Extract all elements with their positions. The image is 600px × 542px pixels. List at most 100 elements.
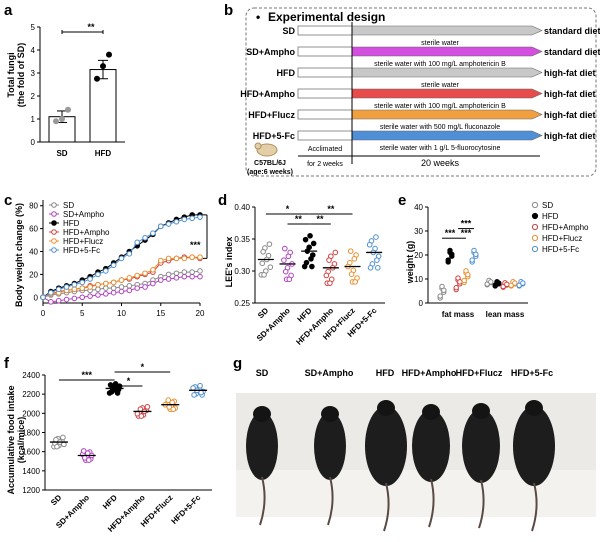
panel-c-legend-label: HFD+Flucz	[63, 237, 103, 246]
panel-c-point	[142, 270, 148, 277]
panel-e-legend-label: SD	[542, 201, 553, 210]
panel-e-legend-label: HFD+5-Fc	[542, 245, 579, 254]
panel-a-bar	[89, 69, 117, 143]
panel-c-point	[150, 267, 156, 273]
panel-c-point	[71, 286, 78, 293]
panel-c-point	[71, 281, 78, 288]
panel-c-point	[181, 216, 188, 223]
panel-c-point	[87, 284, 93, 290]
design-group-label: HFD+5-Fc	[253, 131, 295, 141]
panel-c-ytick-label: 20	[29, 270, 38, 279]
panel-a-chart: Total fungi (the fold of SD) ** 0 1 2 3 4 5 SD…	[6, 22, 125, 158]
panel-f-chart: Accumulative food intake (kcal/mice) 120…	[6, 362, 212, 534]
panel-c-sig: ***	[190, 240, 201, 250]
panel-d-sig-label: *	[286, 204, 290, 214]
panel-d-point	[351, 256, 358, 262]
panel-d-point	[261, 272, 267, 278]
design-treatment-label: sterile water with 500 mg/L fluconazole	[380, 124, 500, 131]
panel-c-point	[126, 283, 133, 289]
panel-e-point	[461, 277, 467, 284]
design-treatment-label: sterile water with 100 mg/L amphotericin…	[374, 103, 506, 110]
panel-c-point	[95, 271, 101, 278]
panel-f-ytick-label: 1800	[22, 429, 40, 438]
design-treatment-arrow	[351, 25, 543, 36]
panel-e-legend-marker	[531, 234, 539, 242]
panel-b-design: • Experimental design SD standard diet ste…	[240, 7, 600, 177]
panel-c-xtick-label: 5	[80, 309, 85, 318]
panel-e-legend-label: HFD+Ampho	[542, 223, 589, 232]
panel-c-legend-marker	[51, 211, 57, 217]
panel-c-point	[150, 230, 156, 236]
panel-label-a: a	[4, 2, 13, 19]
panel-e-point	[469, 257, 475, 263]
panel-e-legend-marker	[531, 223, 539, 231]
design-acclimation-bar	[297, 109, 353, 120]
panel-f-ylabel-2: (kcal/mice)	[16, 417, 26, 464]
panel-e-point	[520, 280, 526, 286]
panel-c-legend-marker	[51, 202, 57, 208]
panel-c-xtick-label: 20	[196, 309, 205, 318]
panel-d-point	[374, 265, 381, 271]
mouse-photo-tail	[383, 482, 390, 532]
panel-d-point	[301, 263, 308, 270]
panel-d-point	[285, 253, 292, 260]
panel-c-point	[118, 255, 125, 262]
panel-d-ytick-label: 0.40	[234, 203, 250, 212]
panel-e-point	[465, 271, 471, 278]
panel-a-point	[106, 51, 112, 58]
panel-label-f: f	[4, 355, 10, 372]
panel-f-point	[80, 448, 87, 454]
panel-e-point	[445, 257, 451, 263]
panel-f-point	[54, 443, 60, 450]
panel-a-ytick-label: 3	[31, 69, 36, 78]
panel-d-point	[352, 279, 359, 285]
design-diet-label: high-fat diet	[544, 89, 596, 99]
panel-c-point	[95, 292, 101, 298]
mouse-photo-head	[377, 400, 395, 416]
panel-c-point	[165, 221, 172, 227]
panel-c-point	[165, 271, 172, 278]
panel-c-point	[87, 276, 93, 282]
panel-d-point	[323, 272, 330, 279]
panel-c-point	[55, 286, 62, 293]
panel-d-point	[308, 256, 314, 262]
design-group-label: HFD+Flucz	[248, 110, 295, 120]
panel-f-xtick-label: HFD+5-Fc	[170, 493, 203, 526]
panel-c-point	[110, 289, 117, 296]
panel-c-point	[126, 250, 133, 257]
panel-c-point	[189, 254, 195, 261]
panel-d-ytick-label: 0.30	[234, 267, 250, 276]
panel-f-point	[197, 382, 203, 389]
panel-a-ytick-label: 2	[31, 92, 36, 101]
panel-c-point	[48, 299, 54, 305]
mouse-photo-head	[253, 406, 271, 422]
design-diet-label: standard diet	[544, 26, 600, 36]
panel-c-point	[110, 285, 117, 291]
panel-e-point	[457, 279, 463, 285]
panel-f-point	[144, 404, 151, 410]
design-bullet: •	[256, 10, 260, 24]
panel-f-xtick-label: SD	[49, 493, 63, 507]
panel-d-point	[302, 236, 309, 243]
panel-c-point	[110, 279, 117, 286]
panel-d-sig-label: **	[316, 214, 324, 224]
photo-group-label: HFD+Flucz	[456, 368, 503, 378]
panel-c-point	[79, 294, 86, 301]
panel-a-point	[59, 116, 65, 122]
panel-e-legend-label: HFD	[542, 212, 559, 221]
panel-c-point	[197, 214, 203, 220]
panel-a-xtick-label: HFD	[95, 149, 112, 158]
design-treatment-arrow	[351, 88, 543, 99]
panel-d-point	[260, 249, 266, 255]
panel-label-c: c	[4, 192, 12, 209]
panel-c-point	[71, 295, 78, 302]
design-diet-label: high-fat diet	[544, 110, 596, 120]
design-treatment-label: sterile water with 100 mg/L amphotericin…	[374, 61, 506, 68]
panel-c-point	[181, 255, 188, 262]
panel-e-legend-marker	[531, 245, 539, 253]
panel-e-xtick-label: fat mass	[442, 310, 475, 319]
panel-c-point	[197, 268, 203, 274]
panel-f-point	[113, 387, 120, 394]
panel-c-point	[197, 254, 203, 261]
